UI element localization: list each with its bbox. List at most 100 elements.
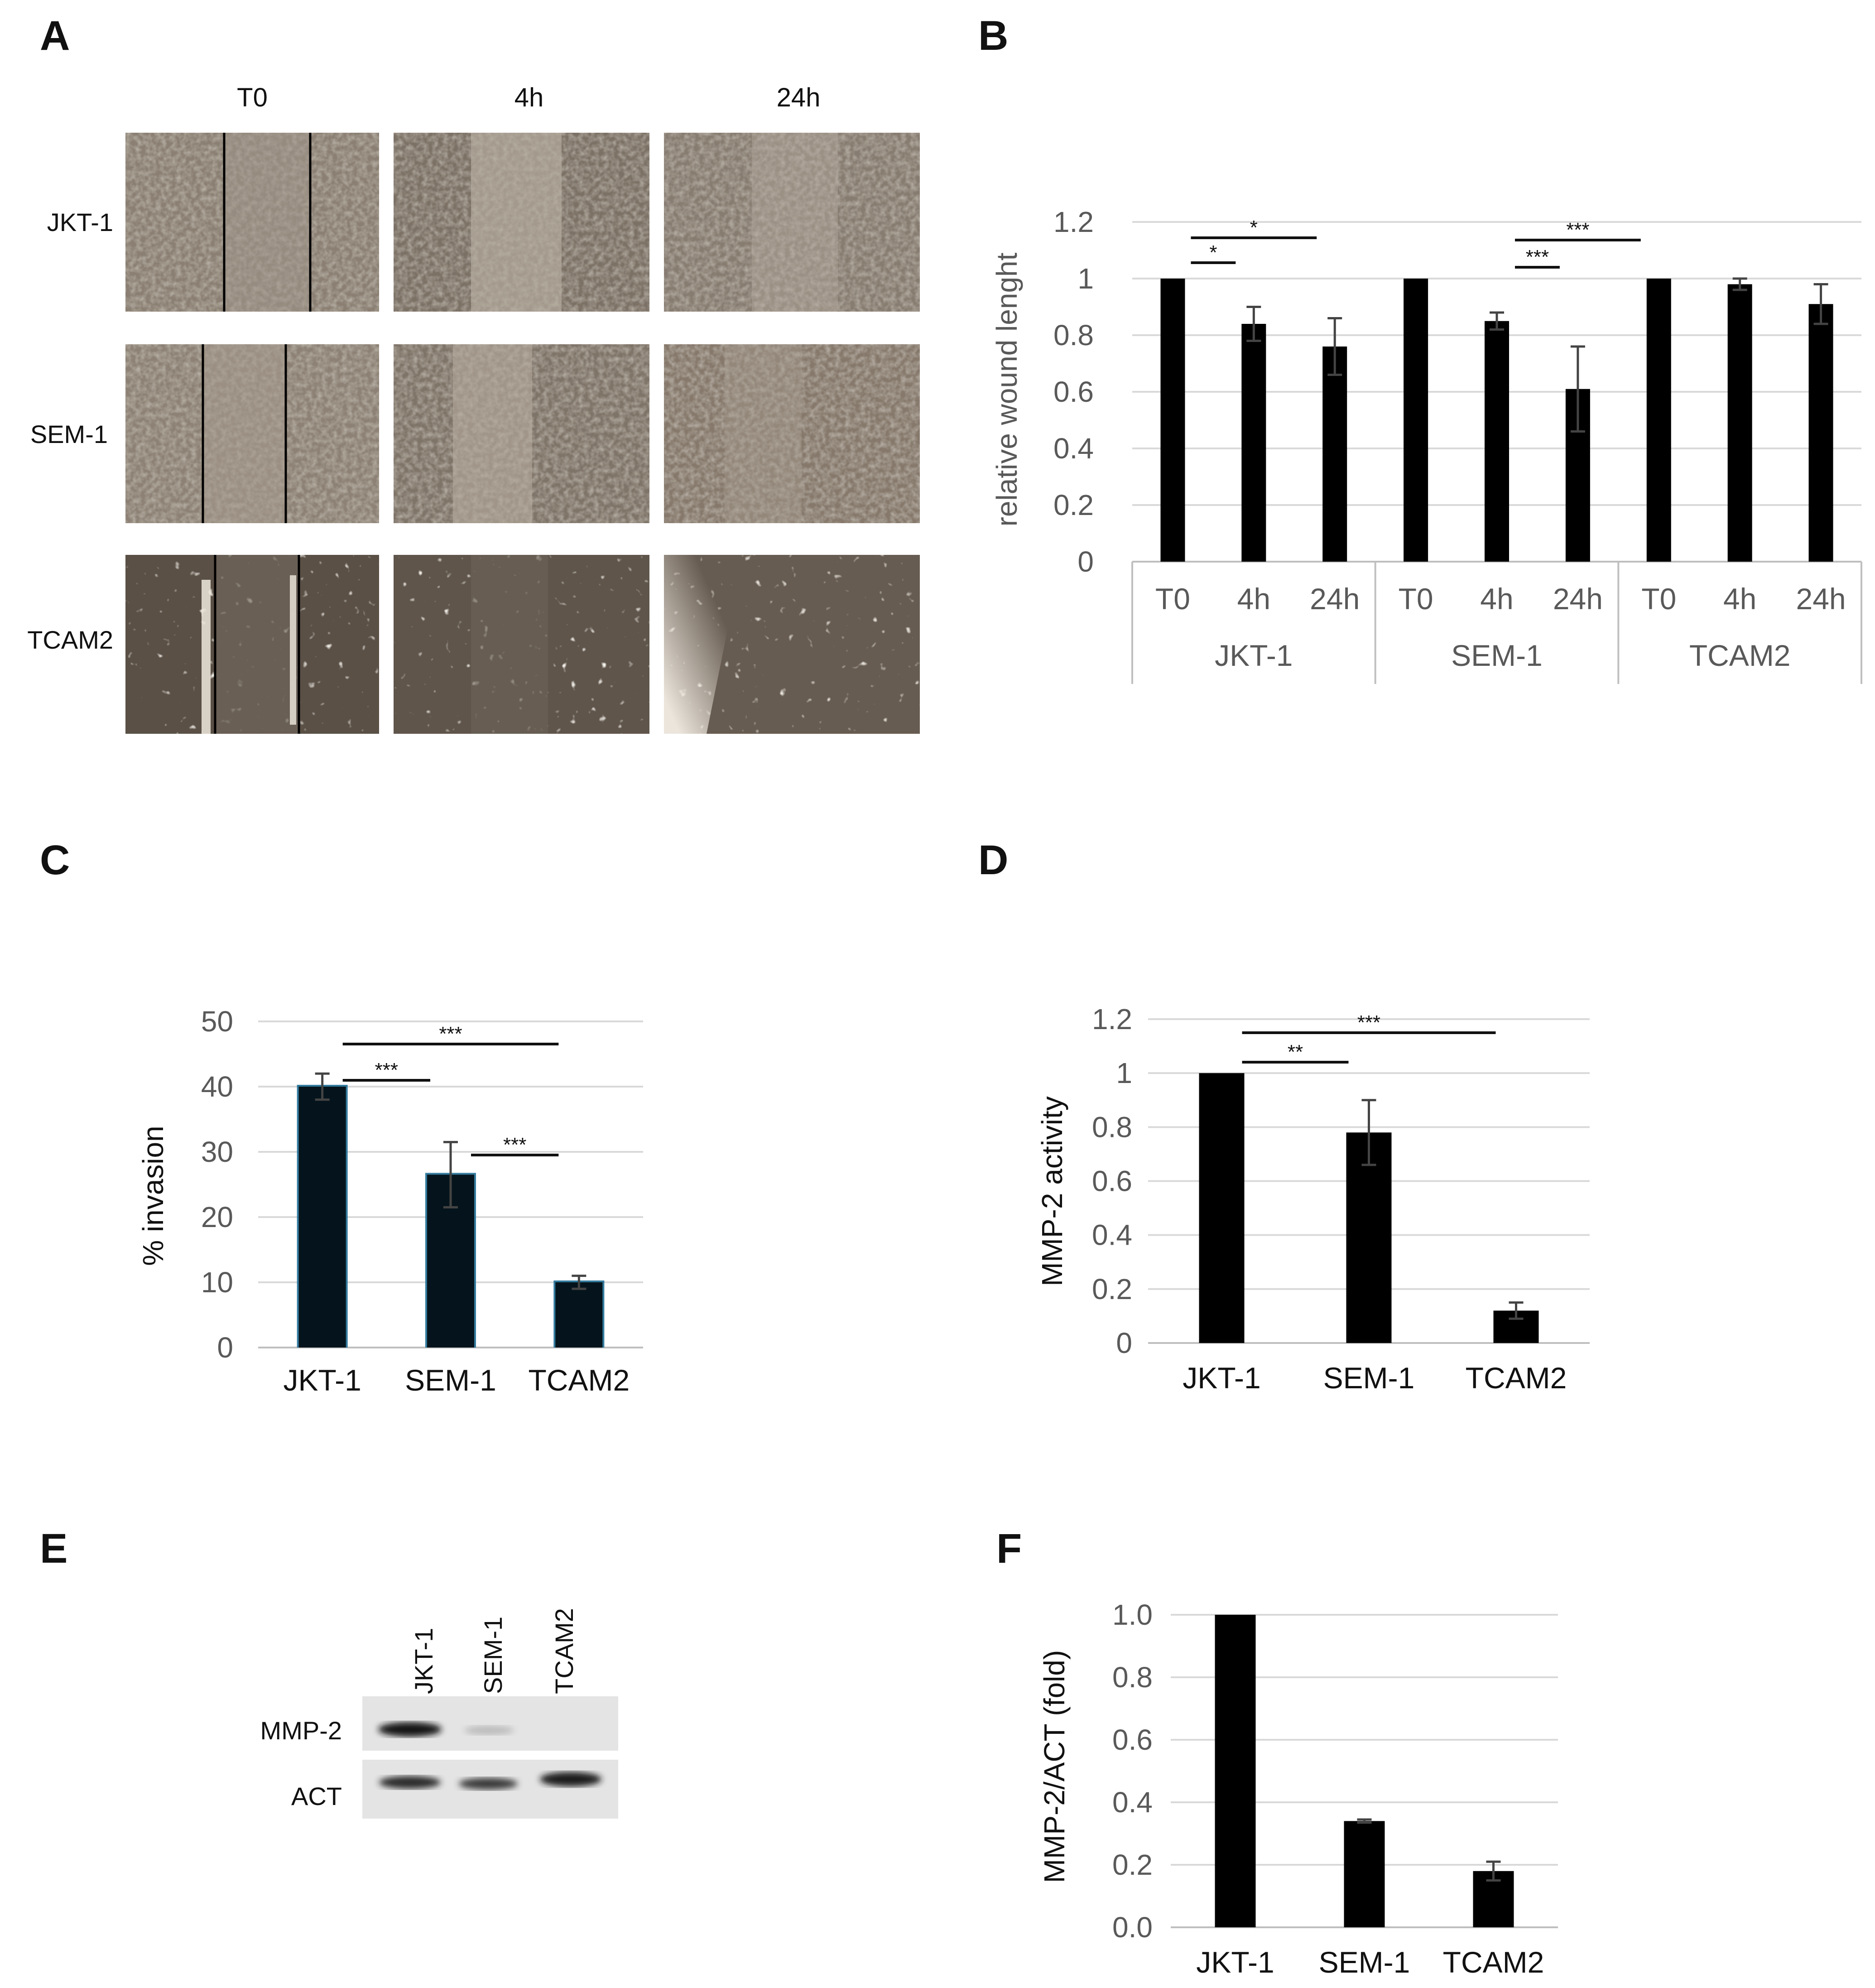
chart-c-category-label: SEM-1 xyxy=(405,1363,496,1397)
chart-f-bar xyxy=(1344,1821,1385,1927)
chart-f-bar xyxy=(1215,1615,1256,1927)
chart-f-ytick-label: 0.2 xyxy=(1112,1848,1153,1881)
band-act-sem1 xyxy=(459,1778,518,1790)
panel-label-e: E xyxy=(40,1526,67,1572)
chart-d-ytick-label: 0.6 xyxy=(1092,1165,1132,1198)
western-blot: JKT-1 SEM-1 TCAM2 MMP-2 ACT xyxy=(260,1608,618,1819)
chart-b-category-label: 24h xyxy=(1310,582,1360,616)
chart-f-ytick-label: 0.8 xyxy=(1112,1661,1153,1694)
chart-b-ytick-label: 0.6 xyxy=(1053,375,1094,408)
chart-d-ytick-label: 0.8 xyxy=(1092,1111,1132,1143)
chart-f-category-label: TCAM2 xyxy=(1443,1945,1544,1979)
chart-d-significance-label: ** xyxy=(1288,1041,1303,1063)
micrograph-jkt1-t0 xyxy=(125,133,379,312)
chart-d-category-label: TCAM2 xyxy=(1466,1361,1567,1395)
chart-b-significance-label: * xyxy=(1209,241,1217,264)
chart-b-group-label: TCAM2 xyxy=(1689,639,1791,672)
chart-f-category-label: JKT-1 xyxy=(1196,1945,1274,1979)
micrograph-sem1-24h xyxy=(664,344,920,523)
chart-b-category-label: T0 xyxy=(1399,582,1433,616)
chart-b-ytick-label: 1 xyxy=(1077,262,1094,295)
chart-c-ytick-label: 20 xyxy=(201,1201,233,1233)
chart-d-category-label: SEM-1 xyxy=(1323,1361,1415,1395)
chart-f-ytick-label: 0.4 xyxy=(1112,1786,1153,1819)
chart-d-ytick-label: 0.4 xyxy=(1092,1219,1132,1252)
chart-c-ytick-label: 0 xyxy=(217,1331,233,1364)
micrograph-tcam2-4h xyxy=(394,555,649,734)
micrograph-sem1-t0 xyxy=(125,344,379,523)
chart-d-ytick-label: 1 xyxy=(1116,1057,1132,1089)
timepoint-label-24h: 24h xyxy=(777,83,821,112)
panel-label-a: A xyxy=(40,13,70,59)
chart-b-bar xyxy=(1808,304,1833,562)
chart-b-category-label: 24h xyxy=(1796,582,1846,616)
wound-healing-micrographs: T0 4h 24h JKT-1 SEM-1 TCAM2 xyxy=(27,83,920,734)
cell-line-label-jkt1: JKT-1 xyxy=(47,208,113,236)
chart-b-group-label: SEM-1 xyxy=(1451,639,1543,672)
band-mmp2-sem1 xyxy=(464,1726,514,1735)
chart-d-significance-label: *** xyxy=(1357,1011,1380,1034)
chart-c-category-label: JKT-1 xyxy=(283,1363,361,1397)
chart-b-bar xyxy=(1485,321,1509,562)
chart-d-ytick-label: 1.2 xyxy=(1092,1003,1132,1035)
chart-f-ytick-label: 0.0 xyxy=(1112,1911,1153,1944)
chart-c-invasion: % invasion 0 10 20 30 40 50 JKT-1 SEM-1 TCAM2 ***… xyxy=(137,1005,643,1397)
lane-label-sem1: SEM-1 xyxy=(479,1617,507,1694)
chart-c-bar xyxy=(555,1282,603,1348)
chart-f-ylabel: MMP-2/ACT (fold) xyxy=(1038,1650,1071,1883)
chart-b-significance-label: *** xyxy=(1566,219,1589,241)
chart-b-bar xyxy=(1322,347,1347,562)
chart-b-group-label: JKT-1 xyxy=(1215,639,1293,672)
chart-c-ytick-label: 10 xyxy=(201,1266,233,1299)
chart-c-bar xyxy=(298,1087,346,1348)
chart-d-category-label: JKT-1 xyxy=(1183,1361,1260,1395)
timepoint-label-t0: T0 xyxy=(237,83,268,112)
chart-b-category-label: T0 xyxy=(1155,582,1190,616)
chart-b-bar xyxy=(1160,279,1185,562)
chart-b-ytick-label: 0.4 xyxy=(1053,432,1094,465)
chart-d-bar xyxy=(1199,1073,1245,1343)
micrograph-tcam2-t0 xyxy=(125,555,379,734)
micrograph-jkt1-4h xyxy=(394,133,649,312)
timepoint-label-4h: 4h xyxy=(514,83,544,112)
chart-d-bar xyxy=(1346,1132,1392,1343)
chart-f-mmp2-act-fold: MMP-2/ACT (fold) 0.0 0.2 0.4 0.6 0.8 1.0 JKT-1… xyxy=(1038,1598,1558,1979)
chart-b-category-label: 24h xyxy=(1553,582,1603,616)
band-act-jkt1 xyxy=(379,1776,441,1789)
chart-c-significance-label: *** xyxy=(375,1059,398,1081)
chart-b-ylabel: relative wound lenght xyxy=(990,252,1023,526)
chart-c-ylabel: % invasion xyxy=(137,1126,169,1266)
chart-f-category-label: SEM-1 xyxy=(1319,1945,1410,1979)
chart-b-bar xyxy=(1241,324,1266,562)
chart-b-ytick-label: 1.2 xyxy=(1053,206,1094,238)
chart-b-ytick-label: 0 xyxy=(1077,545,1094,578)
chart-f-ytick-label: 1.0 xyxy=(1112,1598,1153,1631)
chart-d-mmp2-activity: MMP-2 activity 0 0.2 0.4 0.6 0.8 1 1.2 JKT-1 SEM… xyxy=(1036,1003,1590,1395)
blot-row-label-act: ACT xyxy=(291,1782,342,1810)
chart-c-significance-label: *** xyxy=(503,1134,526,1156)
micrograph-tcam2-24h xyxy=(664,555,920,734)
lane-label-jkt1: JKT-1 xyxy=(409,1628,438,1694)
chart-b-bar xyxy=(1727,284,1752,562)
band-act-tcam2 xyxy=(540,1772,601,1786)
micrograph-jkt1-24h xyxy=(664,133,920,312)
chart-b-bar xyxy=(1646,279,1671,562)
chart-b-category-label: T0 xyxy=(1641,582,1676,616)
panel-label-b: B xyxy=(978,13,1008,59)
chart-b-relative-wound-length: relative wound lenght 0 0.2 0.4 0.6 0.8 1 1.2 T… xyxy=(990,206,1862,684)
chart-b-bar xyxy=(1404,279,1428,562)
micrograph-sem1-4h xyxy=(394,344,649,523)
chart-d-ylabel: MMP-2 activity xyxy=(1036,1096,1068,1286)
panel-label-d: D xyxy=(978,837,1008,883)
chart-d-ytick-label: 0 xyxy=(1116,1327,1132,1359)
chart-b-significance-label: * xyxy=(1250,217,1258,239)
chart-b-ytick-label: 0.2 xyxy=(1053,489,1094,521)
chart-f-ytick-label: 0.6 xyxy=(1112,1723,1153,1756)
chart-c-category-label: TCAM2 xyxy=(528,1363,630,1397)
cell-line-label-sem1: SEM-1 xyxy=(30,420,108,448)
blot-row-label-mmp2: MMP-2 xyxy=(260,1716,342,1745)
chart-c-ytick-label: 30 xyxy=(201,1136,233,1168)
chart-b-significance-label: *** xyxy=(1526,246,1549,268)
panel-label-f: F xyxy=(996,1526,1022,1572)
